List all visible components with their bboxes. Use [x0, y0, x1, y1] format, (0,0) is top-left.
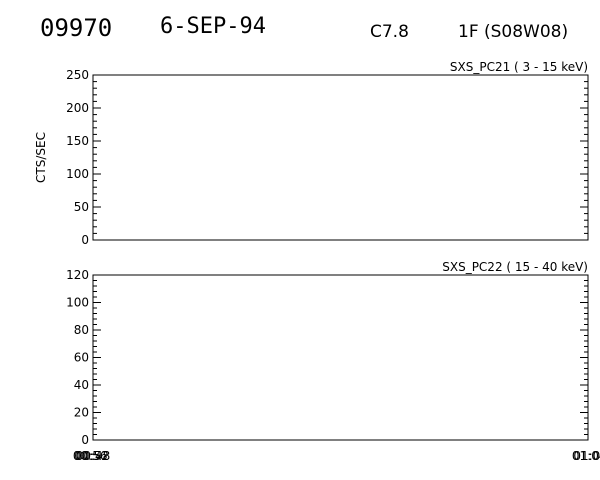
x-tick-label: 00:56 [73, 449, 108, 463]
flare-class: C7.8 [370, 22, 409, 42]
event-id: 09970 [40, 14, 113, 42]
chart-panel-2: SXS_PC22 ( 15 - 40 keV) 0 20 40 60 80 100 120 00… [66, 260, 600, 463]
y-tick-label: 50 [74, 200, 89, 214]
y-tick-label: 40 [74, 378, 89, 392]
x-tick-label: 00:52 [74, 449, 109, 463]
x-tick-label: 00:48 [76, 449, 111, 463]
y-tick-label: 20 [74, 406, 89, 420]
y-tick-label: 200 [66, 101, 89, 115]
event-date: 6-SEP-94 [160, 14, 266, 39]
y-tick-label: 100 [66, 167, 89, 181]
y-tick-label: 120 [66, 268, 89, 282]
y-tick-label: 0 [81, 233, 89, 247]
x-tick-label: 01:04 [572, 449, 600, 463]
x-tick-label: 01:00 [573, 449, 600, 463]
y-tick-label: 80 [74, 323, 89, 337]
panel-title: SXS_PC22 ( 15 - 40 keV) [442, 260, 588, 274]
chart-panel-1: SXS_PC21 ( 3 - 15 keV) CTS/SEC 0 50 100 150 20… [34, 60, 589, 247]
panel-title: SXS_PC21 ( 3 - 15 keV) [450, 60, 588, 74]
y-tick-label: 0 [81, 433, 89, 447]
plot-frame [92, 274, 589, 441]
y-tick-label: 250 [66, 68, 89, 82]
y-tick-label: 150 [66, 134, 89, 148]
y-tick-label: 100 [66, 296, 89, 310]
y-tick-label: 60 [74, 351, 89, 365]
plot-frame [92, 74, 589, 241]
y-axis-label: CTS/SEC [34, 132, 48, 183]
flare-location: 1F (S08W08) [458, 22, 569, 42]
